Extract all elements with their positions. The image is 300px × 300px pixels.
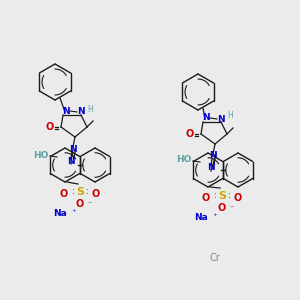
Text: O: O [218,203,226,213]
Text: H: H [87,104,93,113]
Text: O: O [46,122,54,132]
Text: :: : [72,188,74,196]
Text: ⁻: ⁻ [230,203,234,212]
Text: :: : [228,191,230,200]
Text: H: H [227,112,233,121]
Text: Na: Na [53,209,67,218]
Text: O: O [92,189,100,199]
Text: N: N [77,107,85,116]
Text: O: O [186,129,194,139]
Text: :: : [214,191,216,200]
Text: N: N [209,152,217,160]
Text: ⁻: ⁻ [88,200,92,208]
Text: O: O [234,193,242,203]
Text: HO: HO [33,151,49,160]
Text: O: O [76,199,84,209]
Text: S: S [218,191,226,201]
Text: N: N [69,145,77,154]
Text: :: : [85,188,88,196]
Text: ⁺: ⁺ [213,212,217,220]
Text: O: O [202,193,210,203]
Text: N: N [207,164,215,172]
Text: Na: Na [194,214,208,223]
Text: S: S [76,187,84,197]
Text: N: N [202,113,210,122]
Text: HO: HO [176,155,192,164]
Text: Cr: Cr [210,253,220,263]
Text: O: O [60,189,68,199]
Text: N: N [67,157,75,166]
Text: N: N [217,115,225,124]
Text: N: N [62,106,70,116]
Text: ⁺: ⁺ [72,208,76,217]
